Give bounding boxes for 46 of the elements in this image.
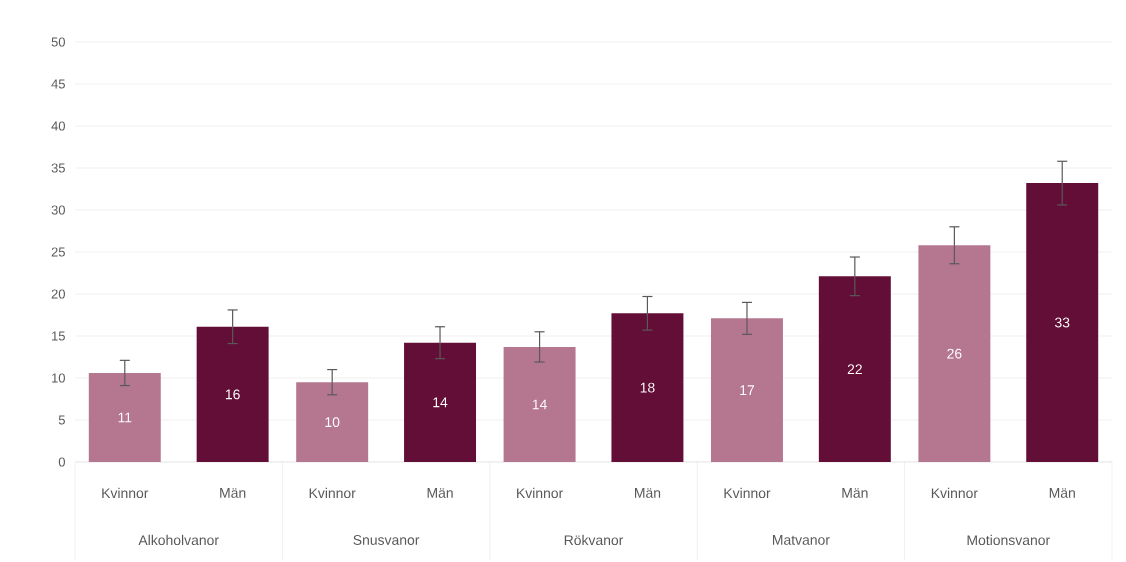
y-tick-label: 15 — [52, 331, 65, 341]
bar — [88, 372, 161, 462]
bar — [503, 346, 576, 462]
x-tick-label: Matvanor — [772, 535, 830, 545]
y-tick-label: 40 — [51, 121, 65, 131]
bar — [611, 313, 684, 462]
y-tick-label: 50 — [51, 37, 65, 47]
y-tick-label: 30 — [51, 205, 65, 215]
bar — [818, 276, 891, 462]
text: Kvinnor — [724, 487, 771, 499]
data-label: 11 — [118, 412, 132, 423]
series-label: Män — [220, 488, 246, 498]
x-tick-label: Snusvanor — [353, 535, 420, 545]
bar — [711, 318, 783, 462]
x-tick-label: Motionsvanor — [967, 534, 1050, 546]
data-label: 18 — [640, 382, 655, 393]
y-tick-label: 45 — [51, 79, 65, 89]
series-label: Kvinnor — [102, 487, 149, 499]
text: Män — [635, 488, 661, 498]
data-label: 10 — [325, 417, 340, 428]
text: Kvinnor — [309, 487, 356, 499]
text: Män — [842, 488, 868, 498]
data-label: 33 — [1055, 317, 1070, 328]
y-tick-label: 10 — [52, 373, 65, 383]
y-tick-label: 20 — [51, 289, 65, 299]
bar — [1026, 183, 1099, 462]
data-label: 14 — [532, 399, 547, 410]
y-tick-label: 35 — [51, 163, 65, 173]
x-tick-label: Alkoholvanor — [138, 534, 219, 546]
bar — [296, 382, 369, 462]
text: Män — [1049, 488, 1075, 498]
y-tick-label: 5 — [58, 415, 65, 425]
text: Kvinnor — [931, 487, 978, 499]
bar — [196, 326, 269, 462]
y-tick-label: 25 — [51, 247, 65, 257]
data-label: 14 — [433, 397, 448, 408]
x-tick-label: Rökvanor — [564, 534, 624, 546]
y-tick-label: 0 — [58, 457, 65, 467]
bar — [918, 245, 991, 462]
data-label: 26 — [947, 348, 962, 359]
data-label: 17 — [740, 385, 755, 395]
text: Män — [427, 488, 453, 498]
data-label: 16 — [225, 389, 240, 400]
text: Kvinnor — [517, 487, 563, 499]
bar — [404, 342, 477, 462]
data-label: 22 — [847, 364, 862, 375]
